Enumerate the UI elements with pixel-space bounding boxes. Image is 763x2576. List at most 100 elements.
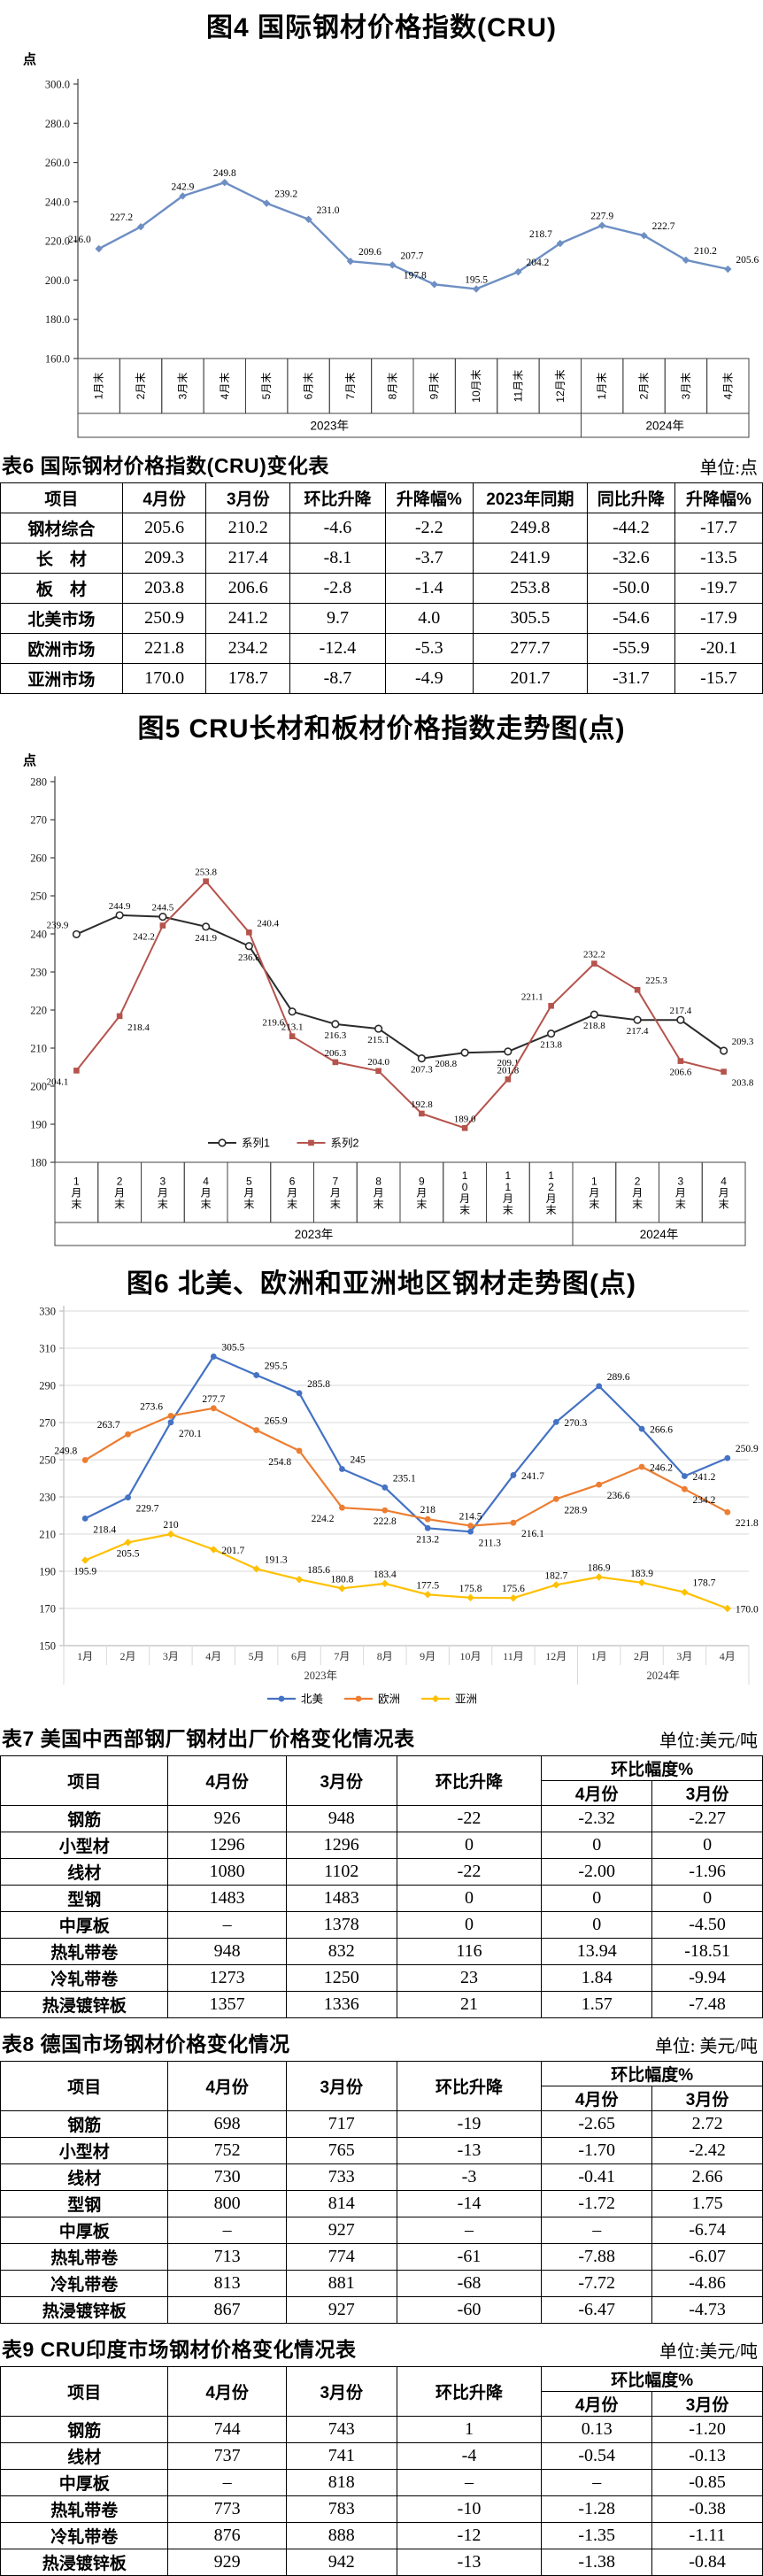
table-cell: -4.86 <box>651 2270 763 2297</box>
svg-text:260: 260 <box>30 852 47 865</box>
row-label: 欧洲市场 <box>0 633 123 664</box>
table-cell: -22 <box>396 1858 543 1886</box>
row-label: 冷轧带卷 <box>0 2522 169 2549</box>
table-cell: 1483 <box>167 1885 287 1912</box>
svg-text:12月: 12月 <box>545 1650 566 1662</box>
table-cell: -19.7 <box>674 573 763 604</box>
svg-text:229.7: 229.7 <box>136 1504 159 1515</box>
svg-text:200.0: 200.0 <box>45 274 70 287</box>
table-cell: 178.7 <box>205 663 291 694</box>
svg-text:249.8: 249.8 <box>213 168 236 179</box>
fig6-title: 图6 北美、欧洲和亚洲地区钢材走势图(点) <box>127 1269 636 1299</box>
table-row: 冷轧带卷 876 888 -12 -1.35 -1.11 <box>0 2522 763 2549</box>
table-cell: 698 <box>167 2110 287 2138</box>
row-label: 钢筋 <box>0 1805 169 1832</box>
table9-heading: 表9 CRU印度市场钢材价格变化情况表 单位:美元/吨 <box>2 2333 761 2363</box>
svg-text:218: 218 <box>420 1505 436 1516</box>
svg-text:2023年: 2023年 <box>295 1228 334 1241</box>
table-row: 冷轧带卷 813 881 -68 -7.72 -4.86 <box>0 2270 763 2297</box>
svg-text:2月末: 2月末 <box>135 373 147 400</box>
svg-text:5月末: 5月末 <box>243 1176 254 1211</box>
svg-text:2024年: 2024年 <box>640 1228 679 1241</box>
svg-text:210: 210 <box>30 1043 47 1055</box>
svg-text:231.0: 231.0 <box>317 205 340 216</box>
table-cell: -2.42 <box>651 2137 763 2164</box>
row-label: 热浸镀锌板 <box>0 2296 169 2324</box>
svg-text:3月末: 3月末 <box>158 1176 168 1211</box>
table-cell: 234.2 <box>205 633 291 664</box>
table-row: 热浸镀锌板 1357 1336 21 1.57 -7.48 <box>0 1991 763 2018</box>
table-cell: -20.1 <box>674 633 763 664</box>
svg-text:214.5: 214.5 <box>459 1512 482 1523</box>
fig5-line-chart: 280 270 260 250 240 230 220 210 200 190 180 1 月末 2 月末 3… <box>30 776 754 1246</box>
column-header: 3月份 <box>285 2366 397 2417</box>
column-header: 环比升降 <box>396 2366 543 2417</box>
svg-text:2月: 2月 <box>634 1650 650 1662</box>
table-cell: -0.84 <box>651 2549 763 2576</box>
table-cell: 733 <box>285 2163 397 2191</box>
table-cell: – <box>396 2469 543 2496</box>
table-cell: 23 <box>396 1964 543 1992</box>
table-cell: -22 <box>396 1805 543 1832</box>
table-cell: -13 <box>396 2137 543 2164</box>
row-label: 北美市场 <box>0 603 123 634</box>
svg-text:210: 210 <box>39 1529 56 1541</box>
table-cell: -2.8 <box>289 573 386 604</box>
fig4-title: 图4 国际钢材价格指数(CRU) <box>206 13 557 42</box>
table-row: 热轧带卷 713 774 -61 -7.88 -6.07 <box>0 2243 763 2271</box>
svg-text:3月末: 3月末 <box>680 373 692 400</box>
table-row: 欧洲市场 221.8 234.2 -12.4 -5.3 277.7 -55.9 -20.1 <box>0 633 763 664</box>
svg-text:221.1: 221.1 <box>521 991 543 1002</box>
table-cell: – <box>167 2217 287 2244</box>
table-cell: -1.11 <box>651 2522 763 2549</box>
table-cell: – <box>167 2469 287 2496</box>
row-label: 线材 <box>0 2442 169 2470</box>
table-cell: – <box>167 1911 287 1939</box>
table-cell: -61 <box>396 2243 543 2271</box>
fig6-series-北美: 218.4 229.7 270.1 305.5 295.5 285.8 245 235.1 21… <box>81 1342 759 1548</box>
table-cell: – <box>541 2217 653 2244</box>
svg-text:213.2: 213.2 <box>416 1534 439 1545</box>
row-label: 热轧带卷 <box>0 2243 169 2271</box>
table-cell: -1.96 <box>651 1858 763 1886</box>
column-header: 环比升降 <box>289 482 386 513</box>
table-cell: -1.38 <box>541 2549 653 2576</box>
svg-text:221.8: 221.8 <box>736 1518 759 1529</box>
svg-text:250: 250 <box>30 891 47 903</box>
table-row: 热轧带卷 948 832 116 13.94 -18.51 <box>0 1938 763 1965</box>
fig5-unit-label: 点 <box>23 753 37 768</box>
table-cell: 209.3 <box>121 543 207 574</box>
table-cell: 741 <box>285 2442 397 2470</box>
row-label: 小型材 <box>0 2137 169 2164</box>
table-cell: 201.7 <box>472 663 588 694</box>
svg-text:245: 245 <box>350 1455 366 1466</box>
svg-text:230: 230 <box>30 967 47 979</box>
svg-text:192.8: 192.8 <box>411 1099 433 1110</box>
table-cell: 800 <box>167 2190 287 2217</box>
table-cell: 948 <box>285 1805 397 1832</box>
table-cell: 774 <box>285 2243 397 2271</box>
fig4-series-国际钢材价格指数: 216.0 227.2 242.9 249.8 239.2 231.0 209.6 207.7… <box>68 168 759 293</box>
table-cell: 888 <box>285 2522 397 2549</box>
table-cell: 783 <box>285 2495 397 2523</box>
svg-text:241.7: 241.7 <box>521 1471 544 1482</box>
column-header: 4月份 <box>541 2086 653 2111</box>
svg-text:244.5: 244.5 <box>152 903 174 914</box>
svg-text:175.6: 175.6 <box>502 1584 525 1594</box>
row-label: 型钢 <box>0 2190 169 2217</box>
svg-text:7月末: 7月末 <box>344 373 357 400</box>
svg-text:242.2: 242.2 <box>133 932 155 943</box>
svg-text:207.3: 207.3 <box>411 1065 433 1076</box>
table-cell: -4.6 <box>289 513 386 544</box>
table8: 项目 4月份 3月份 环比升降 环比幅度% 4月份 3月份 钢筋 698 717 -19 -2.65 2… <box>0 2061 763 2324</box>
table-cell: 814 <box>285 2190 397 2217</box>
svg-text:211.3: 211.3 <box>479 1538 502 1548</box>
table-row: 型钢 1483 1483 0 0 0 <box>0 1885 763 1912</box>
svg-text:209.1: 209.1 <box>497 1058 520 1068</box>
svg-text:201.8: 201.8 <box>497 1065 520 1076</box>
svg-text:222.8: 222.8 <box>374 1516 397 1527</box>
row-label: 钢材综合 <box>0 513 123 544</box>
table-cell: 0 <box>396 1911 543 1939</box>
svg-text:1月末: 1月末 <box>71 1176 81 1211</box>
svg-text:254.8: 254.8 <box>268 1457 291 1468</box>
